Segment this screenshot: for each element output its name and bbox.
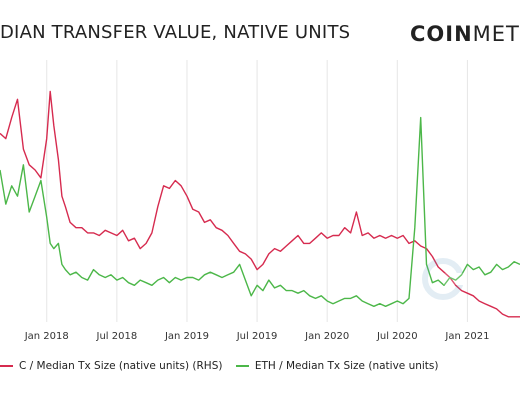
x-tick-label: Jan 2018	[24, 331, 69, 342]
brand-logo-light: METR	[472, 22, 520, 46]
brand-logo: COINMETR	[410, 22, 520, 46]
legend-item-series2: ETH / Median Tx Size (native units)	[235, 360, 439, 372]
series-line-2	[0, 116, 520, 307]
legend-label-series2: ETH / Median Tx Size (native units)	[254, 360, 439, 372]
x-tick-label: Jan 2019	[164, 331, 209, 342]
brand-logo-bold: COIN	[410, 22, 473, 46]
x-tick-label: Jul 2019	[236, 331, 278, 342]
watermark-icon	[422, 258, 466, 300]
series-line-1	[0, 90, 520, 318]
chart-legend: C / Median Tx Size (native units) (RHS) …	[0, 358, 449, 372]
legend-label-series1: C / Median Tx Size (native units) (RHS)	[19, 360, 223, 372]
legend-item-series1: C / Median Tx Size (native units) (RHS)	[0, 360, 222, 372]
x-tick-label: Jan 2021	[444, 331, 489, 342]
x-tick-label: Jan 2020	[304, 331, 349, 342]
legend-swatch-series2	[235, 365, 249, 367]
x-tick-label: Jul 2018	[96, 331, 138, 342]
chart-title: DIAN TRANSFER VALUE, NATIVE UNITS	[0, 22, 351, 43]
legend-swatch-series1	[0, 365, 13, 367]
x-tick-label: Jul 2020	[376, 331, 418, 342]
